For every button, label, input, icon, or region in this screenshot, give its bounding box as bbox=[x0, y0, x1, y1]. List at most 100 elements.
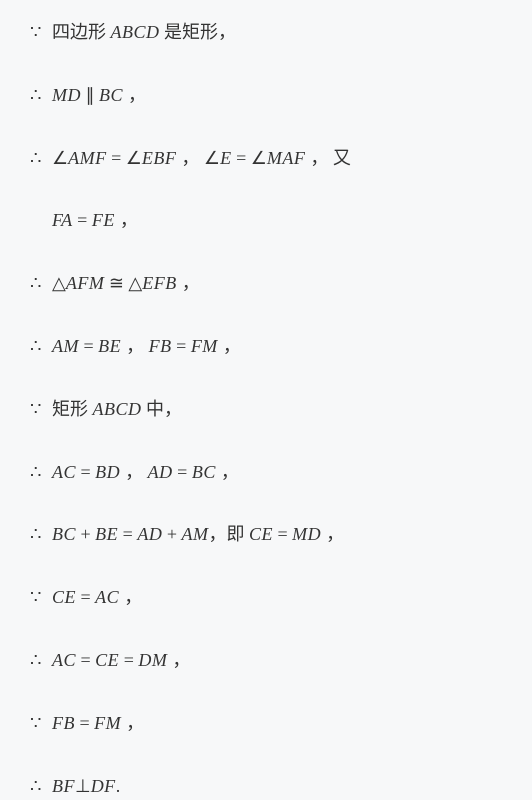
plus: + bbox=[76, 524, 95, 544]
proof-line-6: ∴AM = BE ， FB = FM ， bbox=[30, 332, 502, 361]
equals: = bbox=[76, 462, 95, 482]
comma: ， bbox=[172, 650, 190, 670]
proof-line-11: ∴AC = CE = DM ， bbox=[30, 646, 502, 675]
text-in: 中 bbox=[142, 399, 165, 419]
perpendicular-symbol: ⊥ bbox=[75, 776, 91, 796]
comma: ， bbox=[120, 210, 138, 230]
comma: ， bbox=[126, 336, 149, 356]
math-ac: AC bbox=[95, 587, 124, 607]
period: . bbox=[116, 776, 121, 796]
math-bc: BC bbox=[52, 524, 76, 544]
comma: ， bbox=[182, 273, 200, 293]
text-is-rectangle: 是矩形 bbox=[160, 22, 219, 42]
equals: = bbox=[75, 713, 94, 733]
therefore-symbol: ∴ bbox=[30, 520, 52, 549]
comma: ， bbox=[223, 336, 241, 356]
because-symbol: ∵ bbox=[30, 395, 52, 424]
math-ce: CE bbox=[95, 650, 119, 670]
proof-line-9: ∴BC + BE = AD + AM，即 CE = MD ， bbox=[30, 520, 502, 549]
therefore-symbol: ∴ bbox=[30, 269, 52, 298]
proof-line-8: ∴AC = BD ， AD = BC ， bbox=[30, 458, 502, 487]
math-fb: FB bbox=[149, 336, 172, 356]
math-ac: AC bbox=[52, 650, 76, 670]
math-afm: AFM bbox=[66, 273, 104, 293]
math-md: MD bbox=[52, 85, 81, 105]
proof-line-4: FA = FE ， bbox=[30, 206, 502, 235]
math-be: BE bbox=[98, 336, 126, 356]
math-ce: CE bbox=[52, 587, 76, 607]
therefore-symbol: ∴ bbox=[30, 81, 52, 110]
equals: = bbox=[73, 210, 92, 230]
comma: ， bbox=[221, 462, 239, 482]
math-e: E bbox=[220, 148, 232, 168]
math-be: BE bbox=[95, 524, 118, 544]
math-bf: BF bbox=[52, 776, 75, 796]
math-df: DF bbox=[91, 776, 116, 796]
comma: ， bbox=[164, 399, 182, 419]
comma: ， bbox=[125, 462, 148, 482]
parallel-symbol: ∥ bbox=[81, 85, 99, 105]
math-ad: AD bbox=[137, 524, 162, 544]
math-ad: AD bbox=[148, 462, 173, 482]
therefore-symbol: ∴ bbox=[30, 772, 52, 800]
comma: ， bbox=[218, 22, 236, 42]
equals: = bbox=[76, 650, 95, 670]
equals: = bbox=[119, 650, 138, 670]
plus: + bbox=[162, 524, 181, 544]
text-also: 又 bbox=[333, 148, 351, 168]
comma: ， bbox=[124, 587, 142, 607]
angle-symbol: ∠ bbox=[204, 148, 220, 168]
equals: = bbox=[172, 336, 191, 356]
math-am: AM bbox=[52, 336, 79, 356]
because-symbol: ∵ bbox=[30, 18, 52, 47]
angle-symbol: ∠ bbox=[126, 148, 142, 168]
math-bc: BC bbox=[192, 462, 221, 482]
equals: = bbox=[118, 524, 137, 544]
math-fm: FM bbox=[191, 336, 223, 356]
proof-line-12: ∵FB = FM ， bbox=[30, 709, 502, 738]
equals: = bbox=[273, 524, 292, 544]
proof-line-13: ∴BF⊥DF. bbox=[30, 772, 502, 800]
math-fm: FM bbox=[94, 713, 126, 733]
congruent-symbol: ≅ bbox=[104, 273, 128, 293]
math-bc: BC bbox=[99, 85, 128, 105]
math-amf: AMF bbox=[68, 148, 106, 168]
math-am: AM bbox=[181, 524, 208, 544]
math-fb: FB bbox=[52, 713, 75, 733]
angle-symbol: ∠ bbox=[52, 148, 68, 168]
math-md: MD bbox=[292, 524, 326, 544]
equals: = bbox=[79, 336, 98, 356]
triangle-symbol: △ bbox=[52, 273, 66, 293]
because-symbol: ∵ bbox=[30, 583, 52, 612]
angle-symbol: ∠ bbox=[251, 148, 267, 168]
proof-line-10: ∵CE = AC ， bbox=[30, 583, 502, 612]
comma: ， bbox=[181, 148, 204, 168]
equals: = bbox=[232, 148, 251, 168]
text-quadrilateral: 四边形 bbox=[52, 22, 111, 42]
math-ebf: EBF bbox=[142, 148, 182, 168]
math-efb: EFB bbox=[142, 273, 182, 293]
math-dm: DM bbox=[138, 650, 172, 670]
comma: ， bbox=[128, 85, 146, 105]
triangle-symbol: △ bbox=[128, 273, 142, 293]
comma: ， bbox=[326, 524, 344, 544]
text-that-is: 即 bbox=[226, 524, 249, 544]
equals: = bbox=[173, 462, 192, 482]
math-ac: AC bbox=[52, 462, 76, 482]
therefore-symbol: ∴ bbox=[30, 144, 52, 173]
equals: = bbox=[107, 148, 126, 168]
equals: = bbox=[76, 587, 95, 607]
text-rectangle: 矩形 bbox=[52, 399, 93, 419]
math-abcd: ABCD bbox=[111, 22, 160, 42]
proof-line-3: ∴∠AMF = ∠EBF ， ∠E = ∠MAF ， 又 bbox=[30, 144, 502, 173]
therefore-symbol: ∴ bbox=[30, 458, 52, 487]
math-bd: BD bbox=[95, 462, 125, 482]
proof-line-1: ∵四边形 ABCD 是矩形， bbox=[30, 18, 502, 47]
math-ce: CE bbox=[249, 524, 273, 544]
therefore-symbol: ∴ bbox=[30, 332, 52, 361]
proof-line-7: ∵矩形 ABCD 中， bbox=[30, 395, 502, 424]
math-fa: FA bbox=[52, 210, 73, 230]
comma: ， bbox=[208, 524, 226, 544]
because-symbol: ∵ bbox=[30, 709, 52, 738]
math-fe: FE bbox=[92, 210, 120, 230]
